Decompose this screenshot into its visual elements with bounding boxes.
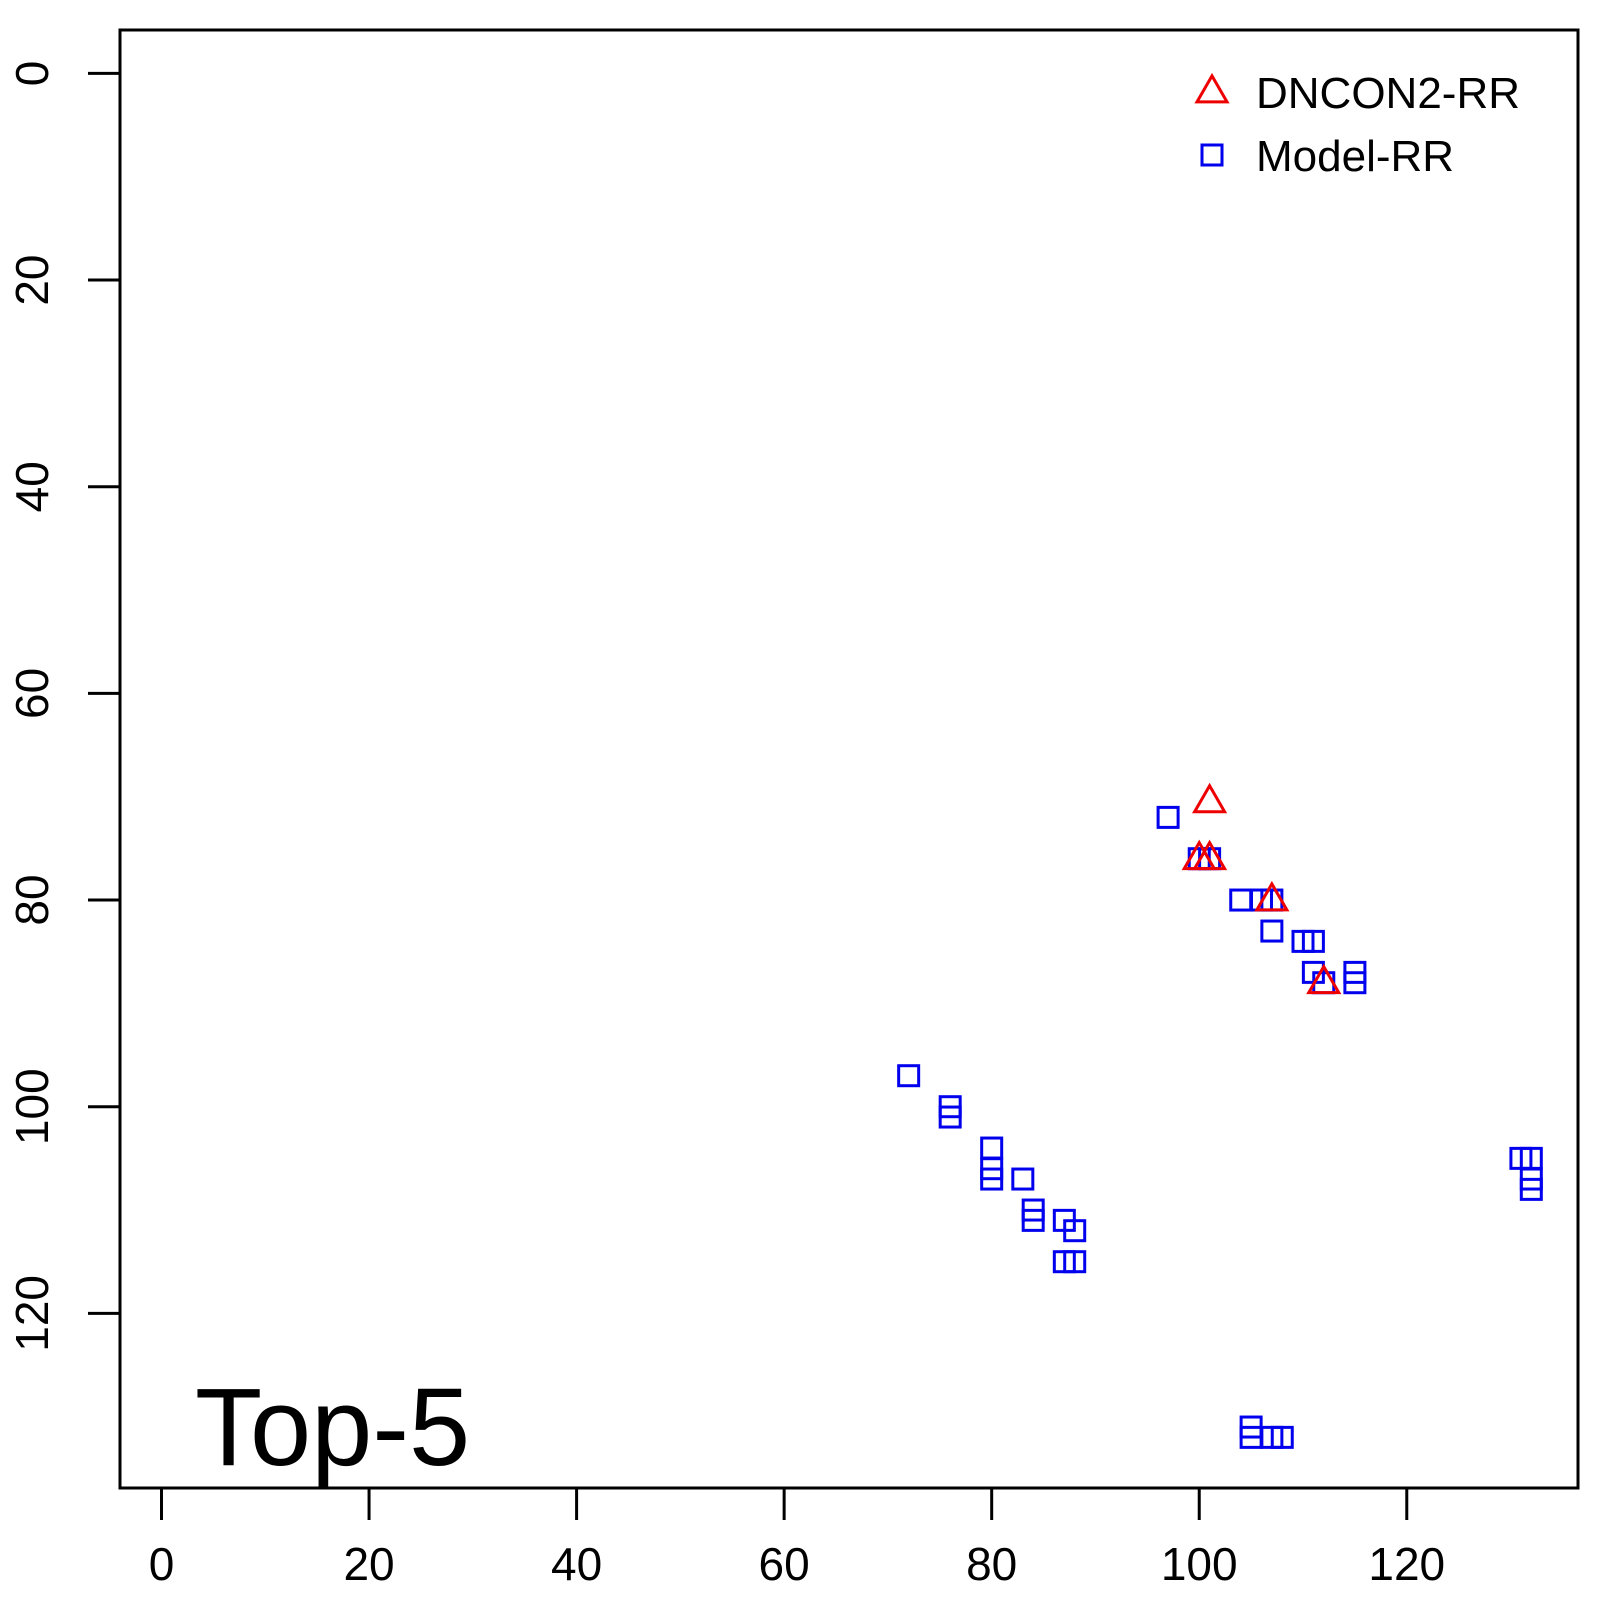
- point-square: [1270, 1425, 1294, 1449]
- point-square: [1301, 929, 1325, 953]
- x-tick-label: 60: [759, 1538, 810, 1590]
- point-square: [980, 1167, 1004, 1191]
- point-square: [1063, 1219, 1087, 1243]
- point-triangle: [1254, 880, 1290, 912]
- point-square: [1260, 919, 1284, 943]
- x-axis: 0 20 40 60 80 100 120: [149, 1486, 1445, 1590]
- y-tick-label: 20: [6, 254, 58, 305]
- legend-label: DNCON2-RR: [1256, 69, 1520, 118]
- x-tick-label: 0: [149, 1538, 175, 1590]
- point-square: [938, 1105, 962, 1129]
- y-tick-label: 80: [6, 874, 58, 925]
- point-square: [897, 1064, 921, 1088]
- legend: DNCON2-RR Model-RR: [1194, 69, 1520, 181]
- point-triangle: [1192, 839, 1228, 871]
- y-tick-label: 0: [6, 61, 58, 87]
- legend-marker-square: [1200, 143, 1224, 167]
- point-square: [1021, 1208, 1045, 1232]
- x-tick-label: 40: [551, 1538, 602, 1590]
- series-dncon2-rr: [1181, 782, 1342, 995]
- y-axis: 0 20 40 60 80 100 120: [6, 61, 122, 1352]
- x-tick-label: 120: [1368, 1538, 1445, 1590]
- x-tick-label: 20: [343, 1538, 394, 1590]
- x-tick-label: 100: [1161, 1538, 1238, 1590]
- y-tick-label: 120: [6, 1275, 58, 1352]
- series-model-rr: [897, 805, 1543, 1449]
- y-tick-label: 100: [6, 1068, 58, 1145]
- point-square: [1519, 1177, 1543, 1201]
- annotation-label: Top-5: [195, 1366, 470, 1489]
- y-tick-label: 40: [6, 461, 58, 512]
- data-points: [897, 782, 1543, 1449]
- y-tick-label: 60: [6, 668, 58, 719]
- legend-label: Model-RR: [1256, 132, 1454, 181]
- point-triangle: [1192, 782, 1228, 814]
- point-square: [1011, 1167, 1035, 1191]
- legend-marker-triangle: [1194, 72, 1230, 104]
- x-tick-label: 80: [966, 1538, 1017, 1590]
- point-square: [1063, 1250, 1087, 1274]
- point-square: [1343, 971, 1367, 995]
- point-square: [1156, 805, 1180, 829]
- point-triangle: [1306, 963, 1342, 995]
